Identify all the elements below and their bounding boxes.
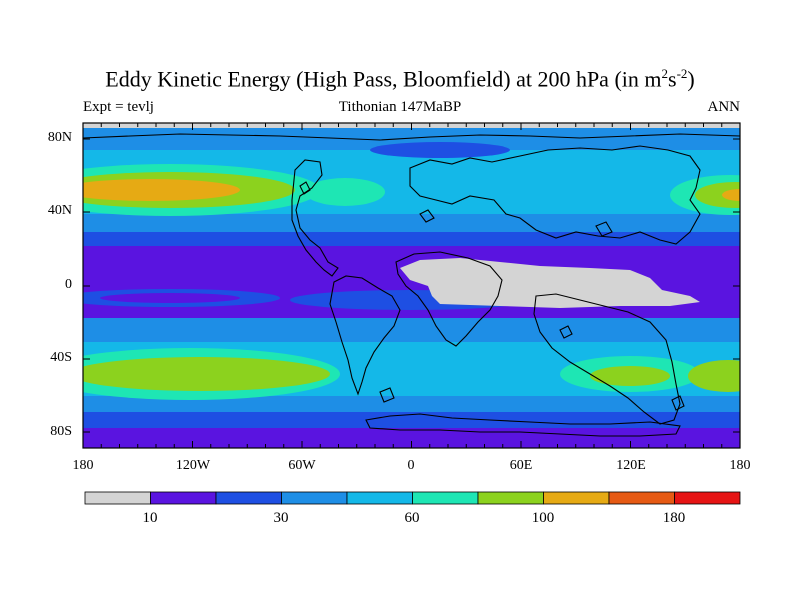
colorbar-swatch-0 (84, 491, 151, 505)
contour-west-tropics-purple (100, 293, 240, 303)
contour-band-1 (83, 128, 740, 150)
lon-label-0: 0 (407, 458, 415, 473)
coastline-north-america (291, 159, 339, 277)
colorbar-label-100: 100 (531, 510, 555, 526)
contour-band-2 (83, 150, 740, 168)
colorbar-label-180: 180 (662, 510, 686, 526)
experiment-label: Expt = tevlj (83, 99, 154, 115)
lat-label-80n: 80N (47, 130, 72, 145)
contour-band-4 (83, 214, 740, 232)
contour-band-5 (83, 232, 740, 246)
period-label: Tithonian 147MaBP (338, 99, 462, 115)
colorbar-label-60: 60 (404, 510, 420, 526)
lon-label-120e: 120E (616, 458, 646, 473)
coastline-africa (395, 251, 503, 347)
contour-tropics-grey (400, 258, 700, 308)
coastline-india-australia (533, 293, 681, 425)
contour-arctic-blue (370, 142, 510, 158)
coastline-arctic (83, 133, 740, 141)
colorbar-label-10: 10 (142, 510, 158, 526)
contour-east-lime (695, 182, 740, 208)
season-label: ANN (707, 99, 741, 115)
colorbar (84, 491, 741, 505)
contour-east-orange (722, 189, 740, 201)
colorbar-swatch-3 (281, 491, 348, 505)
lon-label-60e: 60E (509, 458, 533, 473)
lon-label-180w: 180 (72, 458, 94, 473)
colorbar-swatch-6 (477, 491, 544, 505)
contour-band-8 (83, 318, 740, 334)
coastline-antarctica (365, 413, 681, 437)
colorbar-swatch-5 (412, 491, 479, 505)
axis-ticks (82, 123, 741, 448)
lon-label-180e: 180 (729, 458, 751, 473)
colorbar-swatch-9 (674, 491, 741, 505)
lon-label-120w: 120W (175, 458, 211, 473)
coastline-south-america (329, 275, 401, 396)
colorbar-label-30: 30 (273, 510, 289, 526)
lat-label-40n: 40N (47, 203, 72, 218)
contour-band-11 (83, 396, 740, 412)
lon-label-60w: 60W (288, 458, 316, 473)
contour-band-9 (83, 334, 740, 342)
coastlines (83, 133, 740, 437)
coastline-islands (299, 181, 685, 411)
contour-south-pacific-lime (83, 357, 330, 391)
lat-label-40s: 40S (50, 350, 72, 365)
colorbar-swatch-7 (543, 491, 610, 505)
contour-atlantic-green (305, 178, 385, 206)
contour-south-east-lime (688, 360, 740, 392)
coastline-eurasia (409, 145, 701, 245)
contour-field (83, 123, 740, 448)
colorbar-swatch-2 (215, 491, 282, 505)
contour-north-pacific-orange (83, 179, 240, 201)
contour-band-13 (83, 428, 740, 448)
contour-south-indian-lime (590, 366, 670, 386)
contour-band-6 (83, 246, 740, 262)
lat-label-80s: 80S (50, 424, 72, 439)
lat-label-0: 0 (65, 277, 72, 292)
colorbar-swatch-1 (150, 491, 217, 505)
colorbar-swatch-4 (346, 491, 413, 505)
map-title: Eddy Kinetic Energy (High Pass, Bloomfie… (105, 66, 695, 92)
colorbar-swatch-8 (608, 491, 675, 505)
